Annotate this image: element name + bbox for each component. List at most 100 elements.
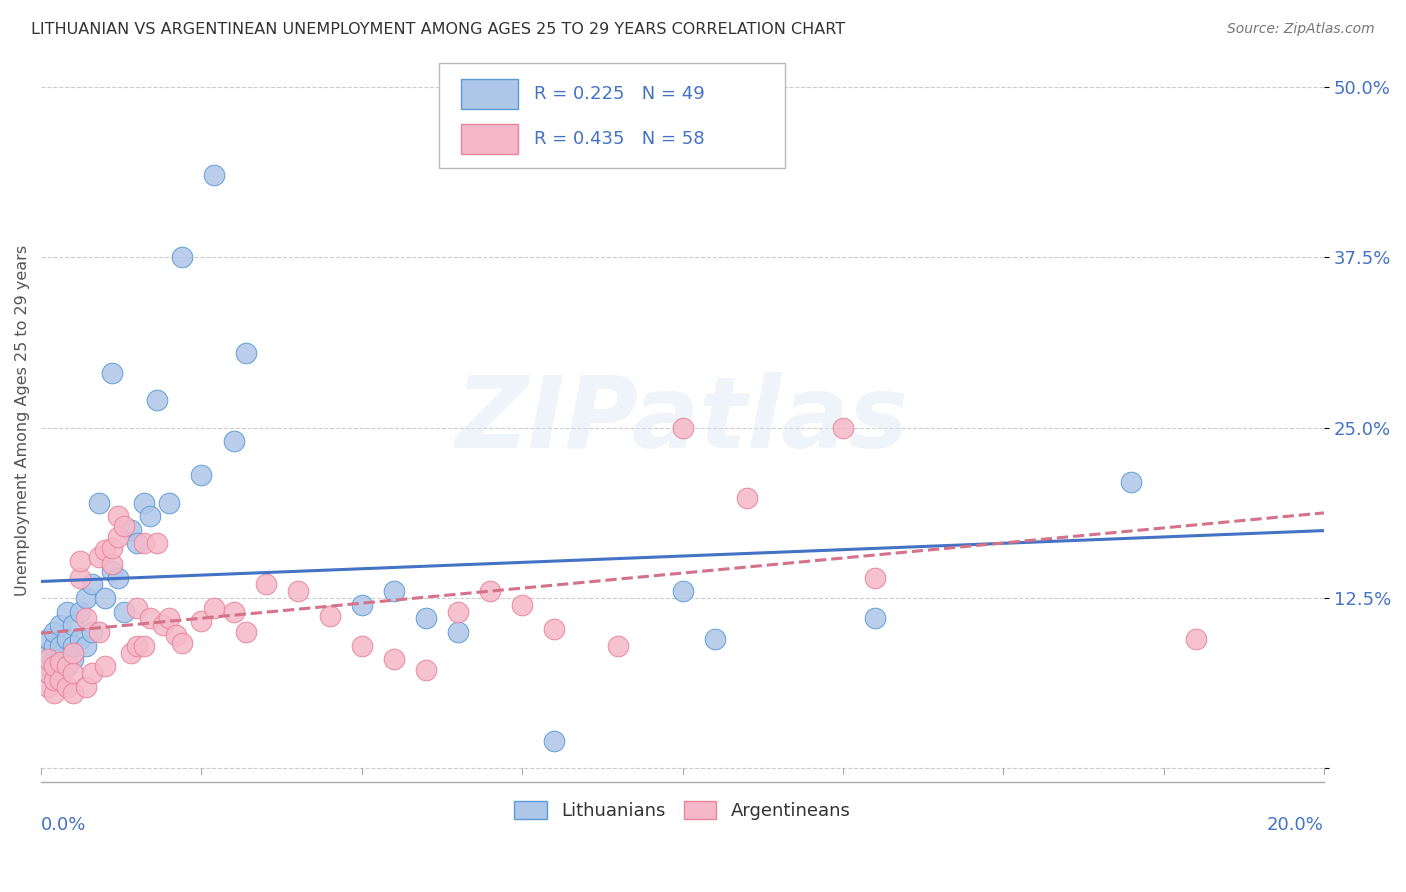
Point	[37, 659, 59, 673]
Point	[69, 570, 91, 584]
Point	[671, 420, 693, 434]
Point	[671, 584, 693, 599]
Point	[165, 628, 187, 642]
Point	[1121, 475, 1143, 490]
Point	[202, 600, 225, 615]
Point	[100, 366, 122, 380]
Text: Source: ZipAtlas.com: Source: ZipAtlas.com	[1227, 22, 1375, 37]
Point	[42, 686, 65, 700]
Point	[75, 591, 97, 605]
Point	[127, 639, 149, 653]
Point	[69, 632, 91, 646]
Point	[82, 625, 104, 640]
Point	[114, 518, 136, 533]
Point	[127, 600, 149, 615]
Point	[479, 584, 502, 599]
Point	[145, 536, 167, 550]
Point	[75, 611, 97, 625]
Point	[42, 639, 65, 653]
Point	[120, 646, 142, 660]
Point	[543, 623, 565, 637]
Point	[69, 554, 91, 568]
Point	[100, 557, 122, 571]
Point	[287, 584, 309, 599]
Point	[607, 639, 630, 653]
Text: R = 0.225   N = 49: R = 0.225 N = 49	[534, 86, 704, 103]
Point	[42, 625, 65, 640]
Point	[172, 636, 194, 650]
Point	[87, 495, 110, 509]
Point	[55, 659, 77, 673]
Point	[55, 632, 77, 646]
Point	[139, 509, 162, 524]
Point	[62, 686, 84, 700]
Point	[87, 550, 110, 565]
Point	[107, 530, 129, 544]
FancyBboxPatch shape	[439, 63, 785, 168]
Point	[55, 680, 77, 694]
Point	[235, 345, 257, 359]
Point	[447, 605, 470, 619]
Point	[254, 577, 277, 591]
Point	[863, 611, 886, 625]
Point	[49, 639, 72, 653]
Point	[42, 659, 65, 673]
Point	[114, 605, 136, 619]
Point	[75, 680, 97, 694]
Point	[94, 543, 117, 558]
FancyBboxPatch shape	[461, 124, 519, 154]
Point	[350, 598, 373, 612]
Text: ZIPatlas: ZIPatlas	[456, 372, 910, 469]
Point	[62, 665, 84, 680]
Point	[94, 591, 117, 605]
Point	[55, 659, 77, 673]
Point	[37, 680, 59, 694]
Point	[447, 625, 470, 640]
Point	[107, 570, 129, 584]
Point	[82, 577, 104, 591]
Point	[543, 734, 565, 748]
Point	[62, 639, 84, 653]
Point	[62, 646, 84, 660]
Point	[319, 608, 342, 623]
Point	[49, 618, 72, 632]
Point	[735, 491, 758, 506]
Legend: Lithuanians, Argentineans: Lithuanians, Argentineans	[508, 793, 858, 827]
Point	[863, 570, 886, 584]
Text: LITHUANIAN VS ARGENTINEAN UNEMPLOYMENT AMONG AGES 25 TO 29 YEARS CORRELATION CHA: LITHUANIAN VS ARGENTINEAN UNEMPLOYMENT A…	[31, 22, 845, 37]
Point	[100, 541, 122, 555]
Point	[190, 614, 212, 628]
Point	[172, 250, 194, 264]
Point	[415, 611, 437, 625]
Point	[55, 605, 77, 619]
Point	[49, 652, 72, 666]
Point	[157, 611, 180, 625]
Point	[37, 665, 59, 680]
Point	[831, 420, 853, 434]
Point	[75, 639, 97, 653]
Point	[49, 655, 72, 669]
Point	[145, 393, 167, 408]
Point	[127, 536, 149, 550]
Point	[87, 625, 110, 640]
Point	[350, 639, 373, 653]
Point	[132, 495, 155, 509]
Point	[100, 564, 122, 578]
Point	[42, 673, 65, 687]
Point	[37, 632, 59, 646]
Point	[42, 652, 65, 666]
Point	[382, 652, 405, 666]
Point	[49, 665, 72, 680]
Text: 20.0%: 20.0%	[1267, 816, 1324, 834]
Text: 0.0%: 0.0%	[41, 816, 87, 834]
FancyBboxPatch shape	[461, 79, 519, 110]
Point	[222, 434, 245, 449]
Point	[62, 652, 84, 666]
Text: R = 0.435   N = 58: R = 0.435 N = 58	[534, 130, 704, 148]
Point	[157, 495, 180, 509]
Point	[62, 618, 84, 632]
Point	[1184, 632, 1206, 646]
Point	[82, 665, 104, 680]
Point	[49, 673, 72, 687]
Y-axis label: Unemployment Among Ages 25 to 29 years: Unemployment Among Ages 25 to 29 years	[15, 245, 30, 597]
